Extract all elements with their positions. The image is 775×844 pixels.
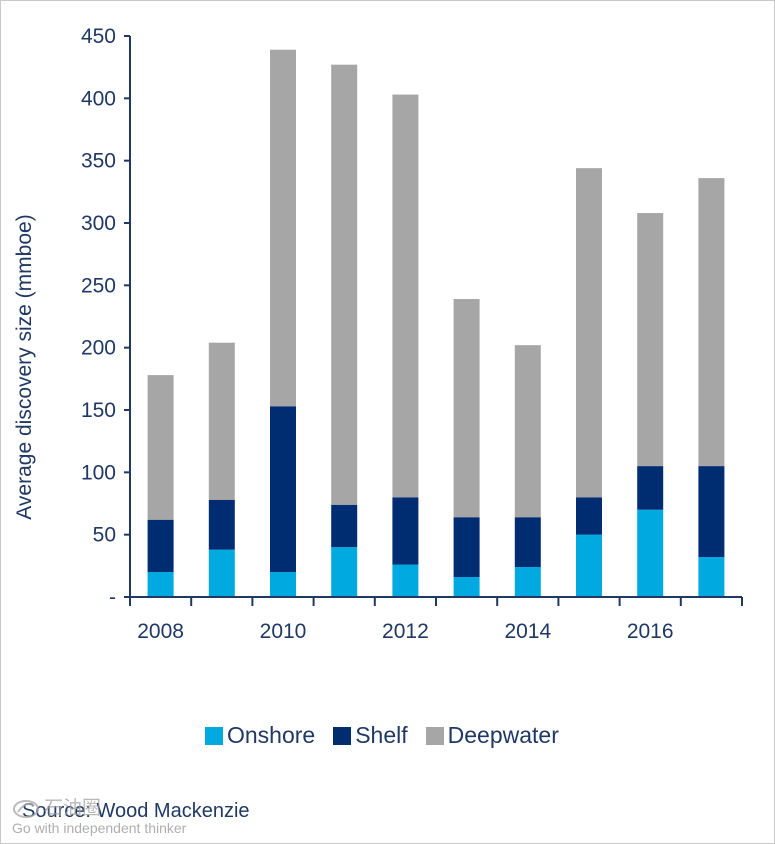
bar-shelf-2012 bbox=[392, 497, 419, 565]
bar-deepwater-2016 bbox=[637, 213, 664, 467]
y-tick-label-250: 250 bbox=[81, 274, 116, 297]
legend-label-deepwater: Deepwater bbox=[447, 722, 559, 748]
x-tick-label-2008: 2008 bbox=[137, 620, 184, 643]
y-tick-label-300: 300 bbox=[81, 212, 116, 235]
x-tick-label-2012: 2012 bbox=[382, 620, 429, 643]
legend-label-onshore: Onshore bbox=[227, 722, 316, 748]
bar-onshore-2011 bbox=[331, 547, 358, 597]
bar-shelf-2009 bbox=[208, 499, 235, 550]
x-tick-label-2010: 2010 bbox=[260, 620, 307, 643]
bar-onshore-2010 bbox=[270, 572, 296, 597]
bar-shelf-2010 bbox=[270, 406, 296, 573]
bar-deepwater-2009 bbox=[208, 342, 235, 500]
y-tick-label-150: 150 bbox=[81, 399, 116, 422]
bars-layer bbox=[147, 49, 725, 597]
bar-shelf-2013 bbox=[453, 517, 480, 578]
watermark-title: 石油圈 bbox=[44, 798, 102, 819]
legend-item-onshore: Onshore bbox=[205, 722, 315, 749]
bar-shelf-2014 bbox=[514, 517, 541, 568]
bar-onshore-2015 bbox=[576, 534, 602, 597]
bar-shelf-2017 bbox=[698, 466, 725, 558]
bar-deepwater-2013 bbox=[453, 299, 480, 518]
x-tick-label-2014: 2014 bbox=[504, 620, 551, 643]
bar-shelf-2015 bbox=[576, 497, 602, 535]
source-note: Source: Wood Mackenzie bbox=[22, 800, 250, 822]
bar-shelf-2016 bbox=[637, 466, 664, 510]
bar-onshore-2016 bbox=[637, 509, 664, 597]
bar-shelf-2011 bbox=[331, 504, 358, 548]
legend-label-shelf: Shelf bbox=[355, 722, 408, 748]
axes-layer: - 50 100 150 200 250 300 350 400 450 2008 2010 2012 2… bbox=[81, 25, 743, 643]
y-tick-label-0: - bbox=[109, 586, 116, 609]
watermark: 石油圈 Go with independent thinker bbox=[8, 792, 278, 840]
legend-swatch-onshore bbox=[205, 726, 223, 745]
bar-deepwater-2014 bbox=[514, 345, 541, 518]
bar-onshore-2014 bbox=[514, 567, 541, 597]
bar-deepwater-2008 bbox=[147, 375, 174, 520]
bar-deepwater-2012 bbox=[392, 94, 419, 498]
bar-onshore-2017 bbox=[698, 557, 725, 597]
legend-swatch-shelf bbox=[333, 726, 352, 745]
y-tick-label-200: 200 bbox=[81, 337, 116, 360]
y-tick-label-350: 350 bbox=[81, 150, 116, 173]
x-tick-label-2016: 2016 bbox=[627, 620, 674, 643]
y-axis-label: Average discovery size (mmboe) bbox=[13, 214, 36, 519]
y-tick-label-50: 50 bbox=[93, 524, 116, 547]
bar-deepwater-2010 bbox=[270, 49, 296, 407]
bar-onshore-2008 bbox=[147, 572, 174, 597]
bar-onshore-2012 bbox=[392, 564, 419, 597]
bar-deepwater-2017 bbox=[698, 178, 725, 467]
watermark-logo-icon bbox=[13, 800, 39, 818]
y-tick-label-100: 100 bbox=[81, 461, 116, 484]
bar-deepwater-2015 bbox=[576, 168, 602, 498]
y-tick-label-450: 450 bbox=[81, 25, 116, 48]
bar-onshore-2009 bbox=[208, 549, 235, 597]
legend: Onshore Shelf Deepwater bbox=[205, 722, 577, 749]
legend-swatch-deepwater bbox=[425, 726, 444, 745]
legend-item-shelf: Shelf bbox=[333, 722, 408, 749]
y-tick-label-400: 400 bbox=[81, 87, 116, 110]
bar-shelf-2008 bbox=[147, 519, 174, 573]
bar-deepwater-2011 bbox=[331, 64, 358, 505]
legend-item-deepwater: Deepwater bbox=[425, 722, 559, 749]
bar-onshore-2013 bbox=[453, 577, 480, 597]
watermark-subtitle: Go with independent thinker bbox=[12, 820, 187, 836]
